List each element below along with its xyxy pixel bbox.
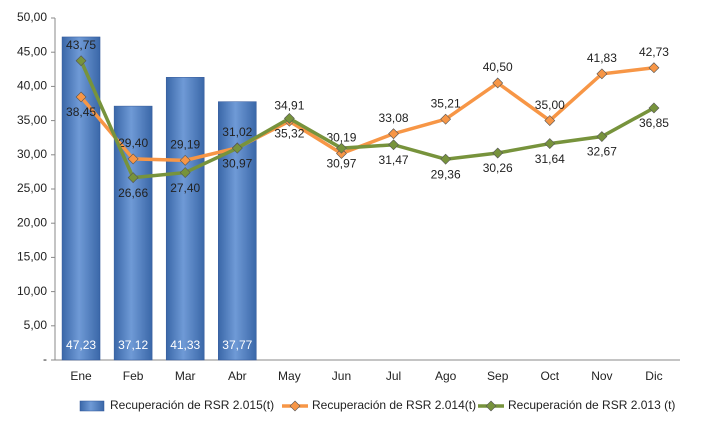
marker [388,128,399,140]
line-value-label: 40,50 [483,60,513,74]
marker [283,112,295,124]
line-value-label: 41,83 [587,51,617,65]
bar [165,77,205,361]
line-value-label: 30,97 [222,156,252,170]
marker [179,167,191,179]
marker [544,115,556,127]
line [79,65,655,163]
x-tick-label: Feb [123,369,144,383]
marker [648,102,660,114]
x-tick-label: Ene [70,369,92,383]
line-value-label: 42,73 [639,45,669,59]
line-value-label: 30,97 [326,156,356,170]
y-tick-label: 35,00 [17,113,47,127]
marker [388,139,399,151]
x-tick-label: Jul [386,369,401,383]
marker [492,147,504,159]
legend-label: Recuperación de RSR 2.015(t) [110,398,274,412]
x-tick-label: Dic [645,369,662,383]
line-value-label: 29,36 [431,167,461,181]
bar-value-label: 37,12 [118,338,148,352]
legend-label: Recuperación de RSR 2.014(t) [312,398,476,412]
line-value-label: 35,00 [535,98,565,112]
line-value-label: 43,75 [66,38,96,52]
marker [492,77,504,89]
line-value-label: 30,19 [326,131,356,145]
line-value-label: 35,21 [431,96,461,110]
x-tick-label: Sep [487,369,509,383]
marker [440,113,452,125]
line-value-label: 29,19 [170,138,200,152]
marker [75,55,87,67]
marker [336,142,347,154]
x-tick-label: Nov [591,369,612,383]
y-tick-label: - [43,352,47,366]
x-tick-label: Oct [540,369,559,383]
line-value-label: 31,02 [222,125,252,139]
bar-value-label: 41,33 [170,338,200,352]
y-tick-label: 25,00 [17,181,47,195]
y-tick-label: 10,00 [17,284,47,298]
line-value-label: 35,32 [274,127,304,141]
y-tick-label: 20,00 [17,215,47,229]
y-tick-label: 5,00 [24,318,48,332]
line-value-label: 31,64 [535,152,565,166]
line-value-label: 36,85 [639,116,669,130]
legend-label: Recuperación de RSR 2.013 (t) [508,398,675,412]
line [79,60,655,180]
y-tick-label: 40,00 [17,79,47,93]
bar-value-label: 37,77 [222,338,252,352]
line-value-label: 32,67 [587,145,617,159]
y-tick-label: 50,00 [17,10,47,24]
line-value-label: 33,08 [379,111,409,125]
x-tick-label: Mar [175,369,196,383]
marker [596,68,608,80]
legend-swatch [485,400,497,412]
x-tick-label: Ago [435,369,457,383]
legend-swatch [79,400,105,412]
line-value-label: 30,26 [483,161,513,175]
marker [75,91,87,103]
y-tick-label: 15,00 [17,250,47,264]
x-tick-label: Abr [228,369,247,383]
line-value-label: 38,45 [66,105,96,119]
bar-value-label: 47,23 [66,338,96,352]
marker [648,62,660,74]
marker [440,153,452,165]
x-tick-label: Jun [332,369,351,383]
marker [596,131,608,142]
legend-swatch [289,400,301,412]
line-value-label: 31,47 [379,153,409,167]
y-tick-label: 30,00 [17,147,47,161]
marker [127,172,139,184]
marker [127,153,139,165]
line-value-label: 34,91 [274,98,304,112]
x-tick-label: May [278,369,301,383]
marker [179,154,191,166]
y-tick-label: 45,00 [17,44,47,58]
marker [544,138,556,150]
line-value-label: 26,66 [118,186,148,200]
line-value-label: 29,40 [118,136,148,150]
marker [231,142,243,154]
bar [61,36,101,361]
line-value-label: 27,40 [170,181,200,195]
